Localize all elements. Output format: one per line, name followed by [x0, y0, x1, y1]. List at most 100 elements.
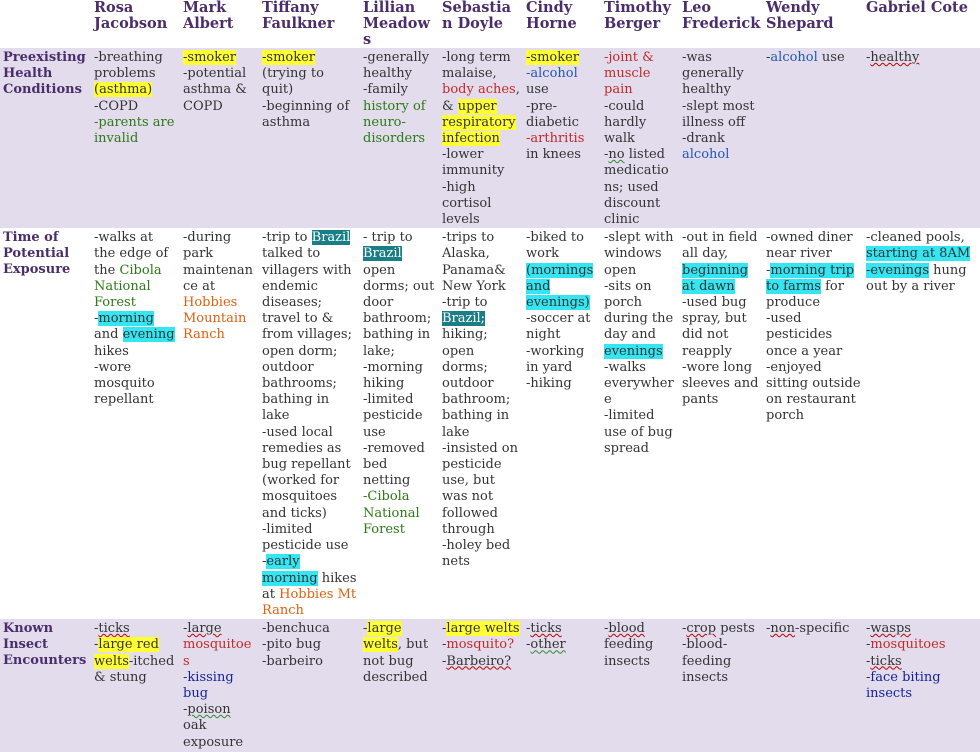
cell-line: -morning trip to farms for produce — [766, 262, 861, 312]
cell-line: -trip to Brazil talked to villagers with… — [262, 230, 358, 424]
cell-line: -early morning hikes at Hobbies Mt Ranch — [262, 554, 358, 619]
text-run: - — [94, 311, 99, 327]
text-run: pests — [716, 621, 755, 637]
text-run: - — [262, 554, 267, 570]
cell-line: -potential asthma & COPD — [183, 66, 257, 115]
text-run: -alcohol — [526, 66, 578, 82]
text-run: -trip to — [442, 295, 488, 311]
text-run: -was generally healthy — [682, 50, 744, 98]
text-run: morning trip to farms — [766, 262, 855, 294]
cell-line: (trying to quit) — [262, 66, 358, 98]
cell-line: -breathing problems (asthma) — [94, 50, 178, 99]
cell-line: -no listed medications; used discount cl… — [604, 147, 677, 228]
cell-line: -generally healthy — [363, 50, 437, 82]
text-run: - — [766, 621, 771, 637]
text-run: -evenings — [866, 262, 930, 278]
cell-line: -limited pesticide use — [363, 392, 437, 441]
text-run: - — [766, 50, 771, 65]
table-cell: -during park maintenance at Hobbies Moun… — [180, 228, 259, 619]
text-run: crop — [686, 621, 717, 637]
cell-line: -removed bed netting — [363, 441, 437, 490]
cell-line: -crop pests — [682, 621, 761, 637]
text-run: -enjoyed sitting outside on restaurant p… — [766, 359, 861, 424]
text-run: Barbeiro? — [446, 653, 512, 669]
corner-cell — [0, 0, 91, 48]
text-run: alcohol — [770, 50, 818, 65]
text-run: Hobbies Mountain Ranch — [183, 295, 247, 343]
table-cell: -blood feeding insects — [601, 619, 679, 752]
cell-line: -alcohol use — [526, 66, 599, 98]
cell-line: -limited pesticide use — [262, 522, 358, 554]
cell-line: -used local remedies as bug repellant (w… — [262, 425, 358, 522]
table-cell: -cleaned pools, starting at 8AM -evenings… — [863, 228, 980, 619]
col-header: Leo Frederick — [679, 0, 763, 48]
col-header: Timothy Berger — [601, 0, 679, 48]
text-run: large welts — [446, 621, 520, 637]
text-run: -soccer at night — [526, 311, 591, 343]
col-header: Cindy Horne — [523, 0, 601, 48]
text-run: -family — [363, 82, 408, 98]
text-run: -limited pesticide use — [262, 521, 349, 554]
cell-line: -smoker — [183, 50, 257, 66]
text-run: -limited use of bug spread — [604, 408, 673, 456]
text-run: use — [526, 82, 549, 98]
text-run: -walks everywhere — [604, 359, 674, 408]
text-run: -lower immunity — [442, 147, 505, 179]
row-header: Preexisting Health Conditions — [0, 48, 91, 229]
table-cell: -large mosquitoes -kissing bug -poison oak … — [180, 619, 259, 752]
table-cell: -smoker (trying to quit) -beginning of ast… — [259, 48, 360, 229]
cell-line: -soccer at night — [526, 311, 599, 343]
text-run: -owned diner near river — [766, 230, 853, 262]
table-cell: -non-specific — [763, 619, 863, 752]
cell-line: -ticks — [526, 621, 599, 637]
text-run: -used pesticides once a year — [766, 311, 843, 359]
text-run: - — [866, 637, 871, 653]
text-run: -generally healthy — [363, 50, 430, 82]
row-header: Time of Potential Exposure — [3, 230, 71, 278]
table-cell: -crop pests -blood-feeding insects — [679, 619, 763, 752]
text-run: - — [604, 147, 609, 163]
text-run: Cibola National Forest — [94, 262, 162, 311]
text-run: -out in field all day, — [682, 230, 758, 262]
text-run: beginning at dawn — [682, 262, 749, 294]
cell-line: -non-specific — [766, 621, 861, 637]
text-run: starting at 8AM — [866, 246, 971, 262]
cell-line: -hiking — [526, 376, 599, 392]
cell-line: -wore mosquito repellant — [94, 360, 178, 409]
text-run: - — [682, 621, 687, 637]
text-run: early morning — [262, 554, 318, 586]
text-run: and — [94, 327, 123, 343]
text-run: poison — [187, 702, 231, 718]
col-header: Mark Albert — [180, 0, 259, 48]
cell-line: -high cortisol levels — [442, 180, 521, 229]
text-run: hikes — [94, 343, 129, 359]
text-run: - — [866, 669, 871, 685]
text-run: - — [94, 621, 99, 637]
cell-line: -Cibola National Forest — [363, 489, 437, 538]
cell-line: -walks at the edge of the Cibola Nationa… — [94, 230, 178, 311]
col-header: Rosa Jacobson — [91, 0, 180, 48]
text-run: -working in yard — [526, 343, 585, 375]
text-run: -limited pesticide use — [363, 392, 423, 440]
table-cell: - trip to Brazil open dorms; out door ba… — [360, 228, 439, 619]
text-run: -parents are invalid — [94, 114, 175, 147]
cell-line: -face biting insects — [866, 670, 978, 702]
text-run: Brazil — [363, 246, 402, 262]
cell-line: -ticks — [94, 621, 178, 637]
text-run: -sits on porch during the day and — [604, 278, 674, 343]
text-run: - — [442, 653, 447, 669]
cell-line: -could hardly walk — [604, 99, 677, 148]
text-run: mosquito? — [446, 637, 515, 653]
text-run: -during park maintenance at — [183, 230, 254, 294]
col-header: Sebastian Doyle — [439, 0, 523, 48]
text-run: -walks at the edge of the — [94, 230, 169, 278]
text-run: , but not bug described — [363, 637, 429, 685]
table-cell: -wasps -mosquitoes -ticks -face biting inse… — [863, 619, 980, 752]
cell-line: -was generally healthy — [682, 50, 761, 99]
cell-line: -evenings hung out by a river — [866, 262, 978, 295]
text-run: - — [442, 637, 447, 653]
cell-line: -pito bug — [262, 637, 358, 653]
text-run: evening — [122, 327, 175, 343]
cell-line: -slept with windows open — [604, 230, 677, 279]
text-run: - trip to — [363, 230, 413, 246]
